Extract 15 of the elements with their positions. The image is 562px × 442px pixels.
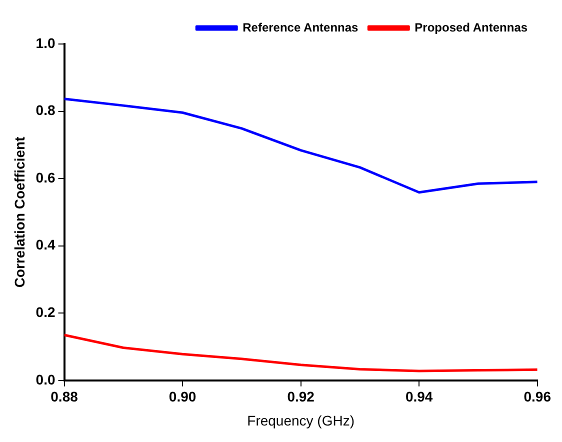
x-tick-label: 0.96 bbox=[524, 388, 552, 405]
y-tick-label: 1.0 bbox=[36, 34, 56, 51]
x-tick-label: 0.94 bbox=[405, 388, 433, 405]
x-tick-label: 0.92 bbox=[287, 388, 315, 405]
y-axis-title: Correlation Coefficient bbox=[11, 136, 28, 288]
legend-label: Proposed Antennas bbox=[414, 20, 528, 34]
legend-label: Reference Antennas bbox=[242, 20, 359, 34]
y-tick-label: 0.2 bbox=[36, 304, 56, 320]
y-tick-label: 0.4 bbox=[36, 236, 56, 253]
x-axis-title: Frequency (GHz) bbox=[247, 412, 354, 428]
x-tick-label: 0.90 bbox=[168, 388, 196, 405]
y-tick-label: 0.8 bbox=[36, 102, 56, 118]
x-tick-label: 0.88 bbox=[50, 388, 78, 405]
y-tick-label: 0.6 bbox=[36, 169, 56, 186]
y-tick-label: 0.0 bbox=[36, 371, 56, 388]
